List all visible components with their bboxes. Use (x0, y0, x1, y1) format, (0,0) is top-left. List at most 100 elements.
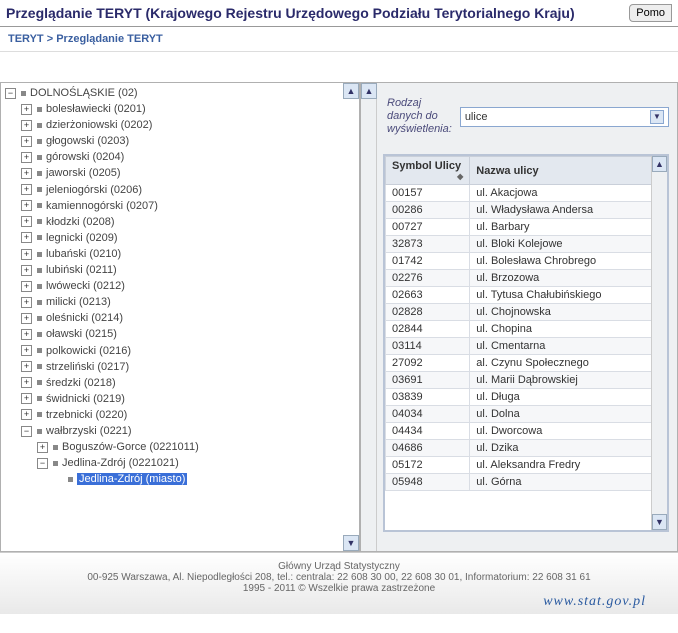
table-row[interactable]: 32873ul. Bloki Kolejowe (386, 236, 667, 253)
tree-node[interactable]: + bolesławiecki (0201) (5, 101, 355, 117)
expand-icon[interactable]: + (21, 345, 32, 356)
expand-icon[interactable]: + (21, 377, 32, 388)
col-name[interactable]: Nazwa ulicy◆ (470, 157, 667, 185)
tree-node[interactable]: − DOLNOŚLĄSKIE (02) (5, 85, 355, 101)
tree-label[interactable]: jaworski (0205) (46, 168, 121, 180)
expand-icon[interactable]: + (21, 152, 32, 163)
table-row[interactable]: 03691ul. Marii Dąbrowskiej (386, 372, 667, 389)
table-row[interactable]: 02663ul. Tytusa Chałubińskiego (386, 287, 667, 304)
col-symbol[interactable]: Symbol Ulicy◆ (386, 157, 470, 185)
expand-icon[interactable]: + (21, 168, 32, 179)
expand-icon[interactable]: + (21, 361, 32, 372)
table-row[interactable]: 04034ul. Dolna (386, 406, 667, 423)
data-type-select[interactable]: ulice ▼ (460, 107, 669, 127)
tree-label[interactable]: polkowicki (0216) (46, 345, 131, 357)
expand-icon[interactable]: + (21, 313, 32, 324)
tree-label[interactable]: dzierżoniowski (0202) (46, 119, 152, 131)
table-row[interactable]: 00727ul. Barbary (386, 219, 667, 236)
table-row[interactable]: 01742ul. Bolesława Chrobrego (386, 253, 667, 270)
collapse-icon[interactable]: − (5, 88, 16, 99)
tree-label[interactable]: Jedlina-Zdrój (miasto) (77, 473, 187, 485)
tree-label[interactable]: oławski (0215) (46, 329, 117, 341)
table-scroll-up[interactable]: ▲ (652, 156, 667, 172)
tree-node[interactable]: + lubański (0210) (5, 246, 355, 262)
tree-label[interactable]: średzki (0218) (46, 377, 116, 389)
breadcrumb-root[interactable]: TERYT (8, 33, 44, 45)
tree-label[interactable]: strzeliński (0217) (46, 361, 129, 373)
tree-label[interactable]: jeleniogórski (0206) (46, 184, 142, 196)
tree-node[interactable]: + polkowicki (0216) (5, 343, 355, 359)
table-row[interactable]: 02844ul. Chopina (386, 321, 667, 338)
tree-node[interactable]: Jedlina-Zdrój (miasto) (5, 471, 355, 487)
expand-icon[interactable]: + (21, 104, 32, 115)
tree-label[interactable]: bolesławiecki (0201) (46, 103, 146, 115)
tree-label[interactable]: DOLNOŚLĄSKIE (02) (30, 87, 138, 99)
tree-node[interactable]: + dzierżoniowski (0202) (5, 117, 355, 133)
expand-icon[interactable]: + (21, 216, 32, 227)
expand-icon[interactable]: + (21, 249, 32, 260)
tree-label[interactable]: świdnicki (0219) (46, 393, 125, 405)
tree-label[interactable]: Boguszów-Gorce (0221011) (62, 441, 199, 453)
expand-icon[interactable]: + (21, 120, 32, 131)
tree-node[interactable]: + milicki (0213) (5, 294, 355, 310)
right-scroll-up[interactable]: ▲ (361, 83, 377, 99)
expand-icon[interactable]: + (37, 442, 48, 453)
tree-node[interactable]: + legnicki (0209) (5, 230, 355, 246)
tree-node[interactable]: + trzebnicki (0220) (5, 407, 355, 423)
table-row[interactable]: 02828ul. Chojnowska (386, 304, 667, 321)
tree-node[interactable]: + jeleniogórski (0206) (5, 182, 355, 198)
tree-node[interactable]: + świdnicki (0219) (5, 391, 355, 407)
table-row[interactable]: 00286ul. Władysława Andersa (386, 202, 667, 219)
table-row[interactable]: 03839ul. Długa (386, 389, 667, 406)
expand-icon[interactable]: + (21, 409, 32, 420)
tree-label[interactable]: milicki (0213) (46, 296, 111, 308)
tree-label[interactable]: kłodzki (0208) (46, 216, 114, 228)
expand-icon[interactable]: + (21, 200, 32, 211)
tree-node[interactable]: + strzeliński (0217) (5, 359, 355, 375)
expand-icon[interactable]: + (21, 265, 32, 276)
table-row[interactable]: 05172ul. Aleksandra Fredry (386, 457, 667, 474)
expand-icon[interactable]: + (21, 184, 32, 195)
table-row[interactable]: 27092al. Czynu Społecznego (386, 355, 667, 372)
tree-node[interactable]: + lubiński (0211) (5, 262, 355, 278)
right-scroll-track[interactable] (361, 99, 377, 551)
table-scrollbar[interactable]: ▲ ▼ (651, 156, 667, 530)
table-row[interactable]: 00157ul. Akacjowa (386, 185, 667, 202)
tree-node[interactable]: + kłodzki (0208) (5, 214, 355, 230)
expand-icon[interactable]: + (21, 232, 32, 243)
tree-label[interactable]: lubiński (0211) (46, 264, 117, 276)
tree-label[interactable]: lubański (0210) (46, 248, 121, 260)
help-button[interactable]: Pomo (629, 4, 672, 22)
tree-node[interactable]: + głogowski (0203) (5, 133, 355, 149)
tree-node[interactable]: + jaworski (0205) (5, 165, 355, 181)
table-row[interactable]: 03114ul. Cmentarna (386, 338, 667, 355)
expand-icon[interactable]: + (21, 297, 32, 308)
expand-icon[interactable]: + (21, 136, 32, 147)
footer-stat-link[interactable]: www.stat.gov.pl (4, 594, 674, 610)
tree-node[interactable]: + średzki (0218) (5, 375, 355, 391)
tree-label[interactable]: lwówecki (0212) (46, 280, 125, 292)
tree-node[interactable]: + górowski (0204) (5, 149, 355, 165)
table-scroll-down[interactable]: ▼ (652, 514, 667, 530)
tree-label[interactable]: trzebnicki (0220) (46, 409, 127, 421)
tree-label[interactable]: legnicki (0209) (46, 232, 118, 244)
table-row[interactable]: 05948ul. Górna (386, 474, 667, 491)
table-row[interactable]: 02276ul. Brzozowa (386, 270, 667, 287)
expand-icon[interactable]: + (21, 329, 32, 340)
tree-scroll-down[interactable]: ▼ (343, 535, 359, 551)
table-row[interactable]: 04686ul. Dzika (386, 440, 667, 457)
expand-icon[interactable]: + (21, 393, 32, 404)
tree-label[interactable]: górowski (0204) (46, 151, 124, 163)
collapse-icon[interactable]: − (21, 426, 32, 437)
collapse-icon[interactable]: − (37, 458, 48, 469)
tree-label[interactable]: kamiennogórski (0207) (46, 200, 158, 212)
tree-node[interactable]: + lwówecki (0212) (5, 278, 355, 294)
tree-node[interactable]: − Jedlina-Zdrój (0221021) (5, 455, 355, 471)
table-row[interactable]: 04434ul. Dworcowa (386, 423, 667, 440)
tree-node[interactable]: + Boguszów-Gorce (0221011) (5, 439, 355, 455)
tree-label[interactable]: głogowski (0203) (46, 135, 129, 147)
tree-label[interactable]: oleśnicki (0214) (46, 312, 123, 324)
tree-label[interactable]: Jedlina-Zdrój (0221021) (62, 457, 179, 469)
tree-scroll-up[interactable]: ▲ (343, 83, 359, 99)
expand-icon[interactable]: + (21, 281, 32, 292)
